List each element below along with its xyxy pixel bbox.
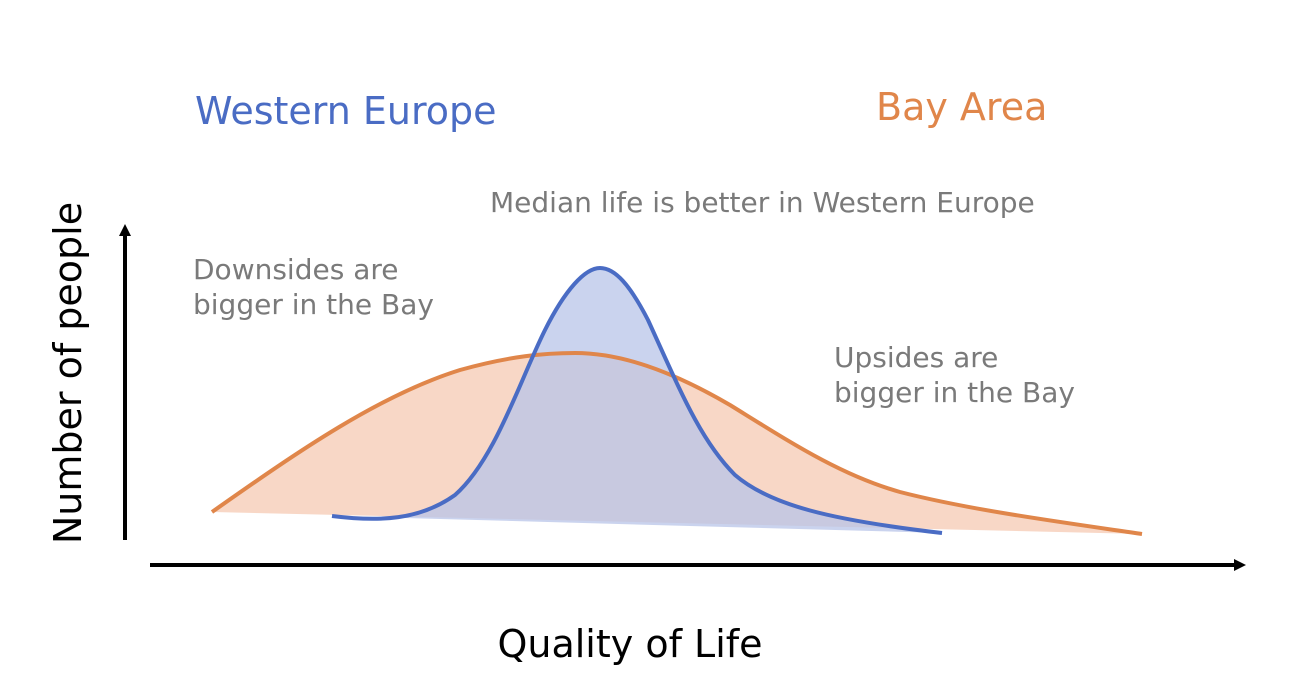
western-europe-fill bbox=[332, 268, 942, 533]
y-axis-label: Number of people bbox=[46, 201, 90, 545]
western-europe-curve bbox=[331, 265, 943, 535]
legend-bay-area: Bay Area bbox=[876, 85, 1048, 129]
legend-western-europe: Western Europe bbox=[195, 89, 497, 133]
annotation-median: Median life is better in Western Europe bbox=[490, 186, 1035, 219]
x-axis-label: Quality of Life bbox=[497, 622, 763, 666]
annotation-upsides: Upsides are bigger in the Bay bbox=[834, 341, 1075, 409]
bay-area-curve bbox=[210, 350, 1143, 536]
annotation-downsides: Downsides are bigger in the Bay bbox=[193, 253, 434, 321]
